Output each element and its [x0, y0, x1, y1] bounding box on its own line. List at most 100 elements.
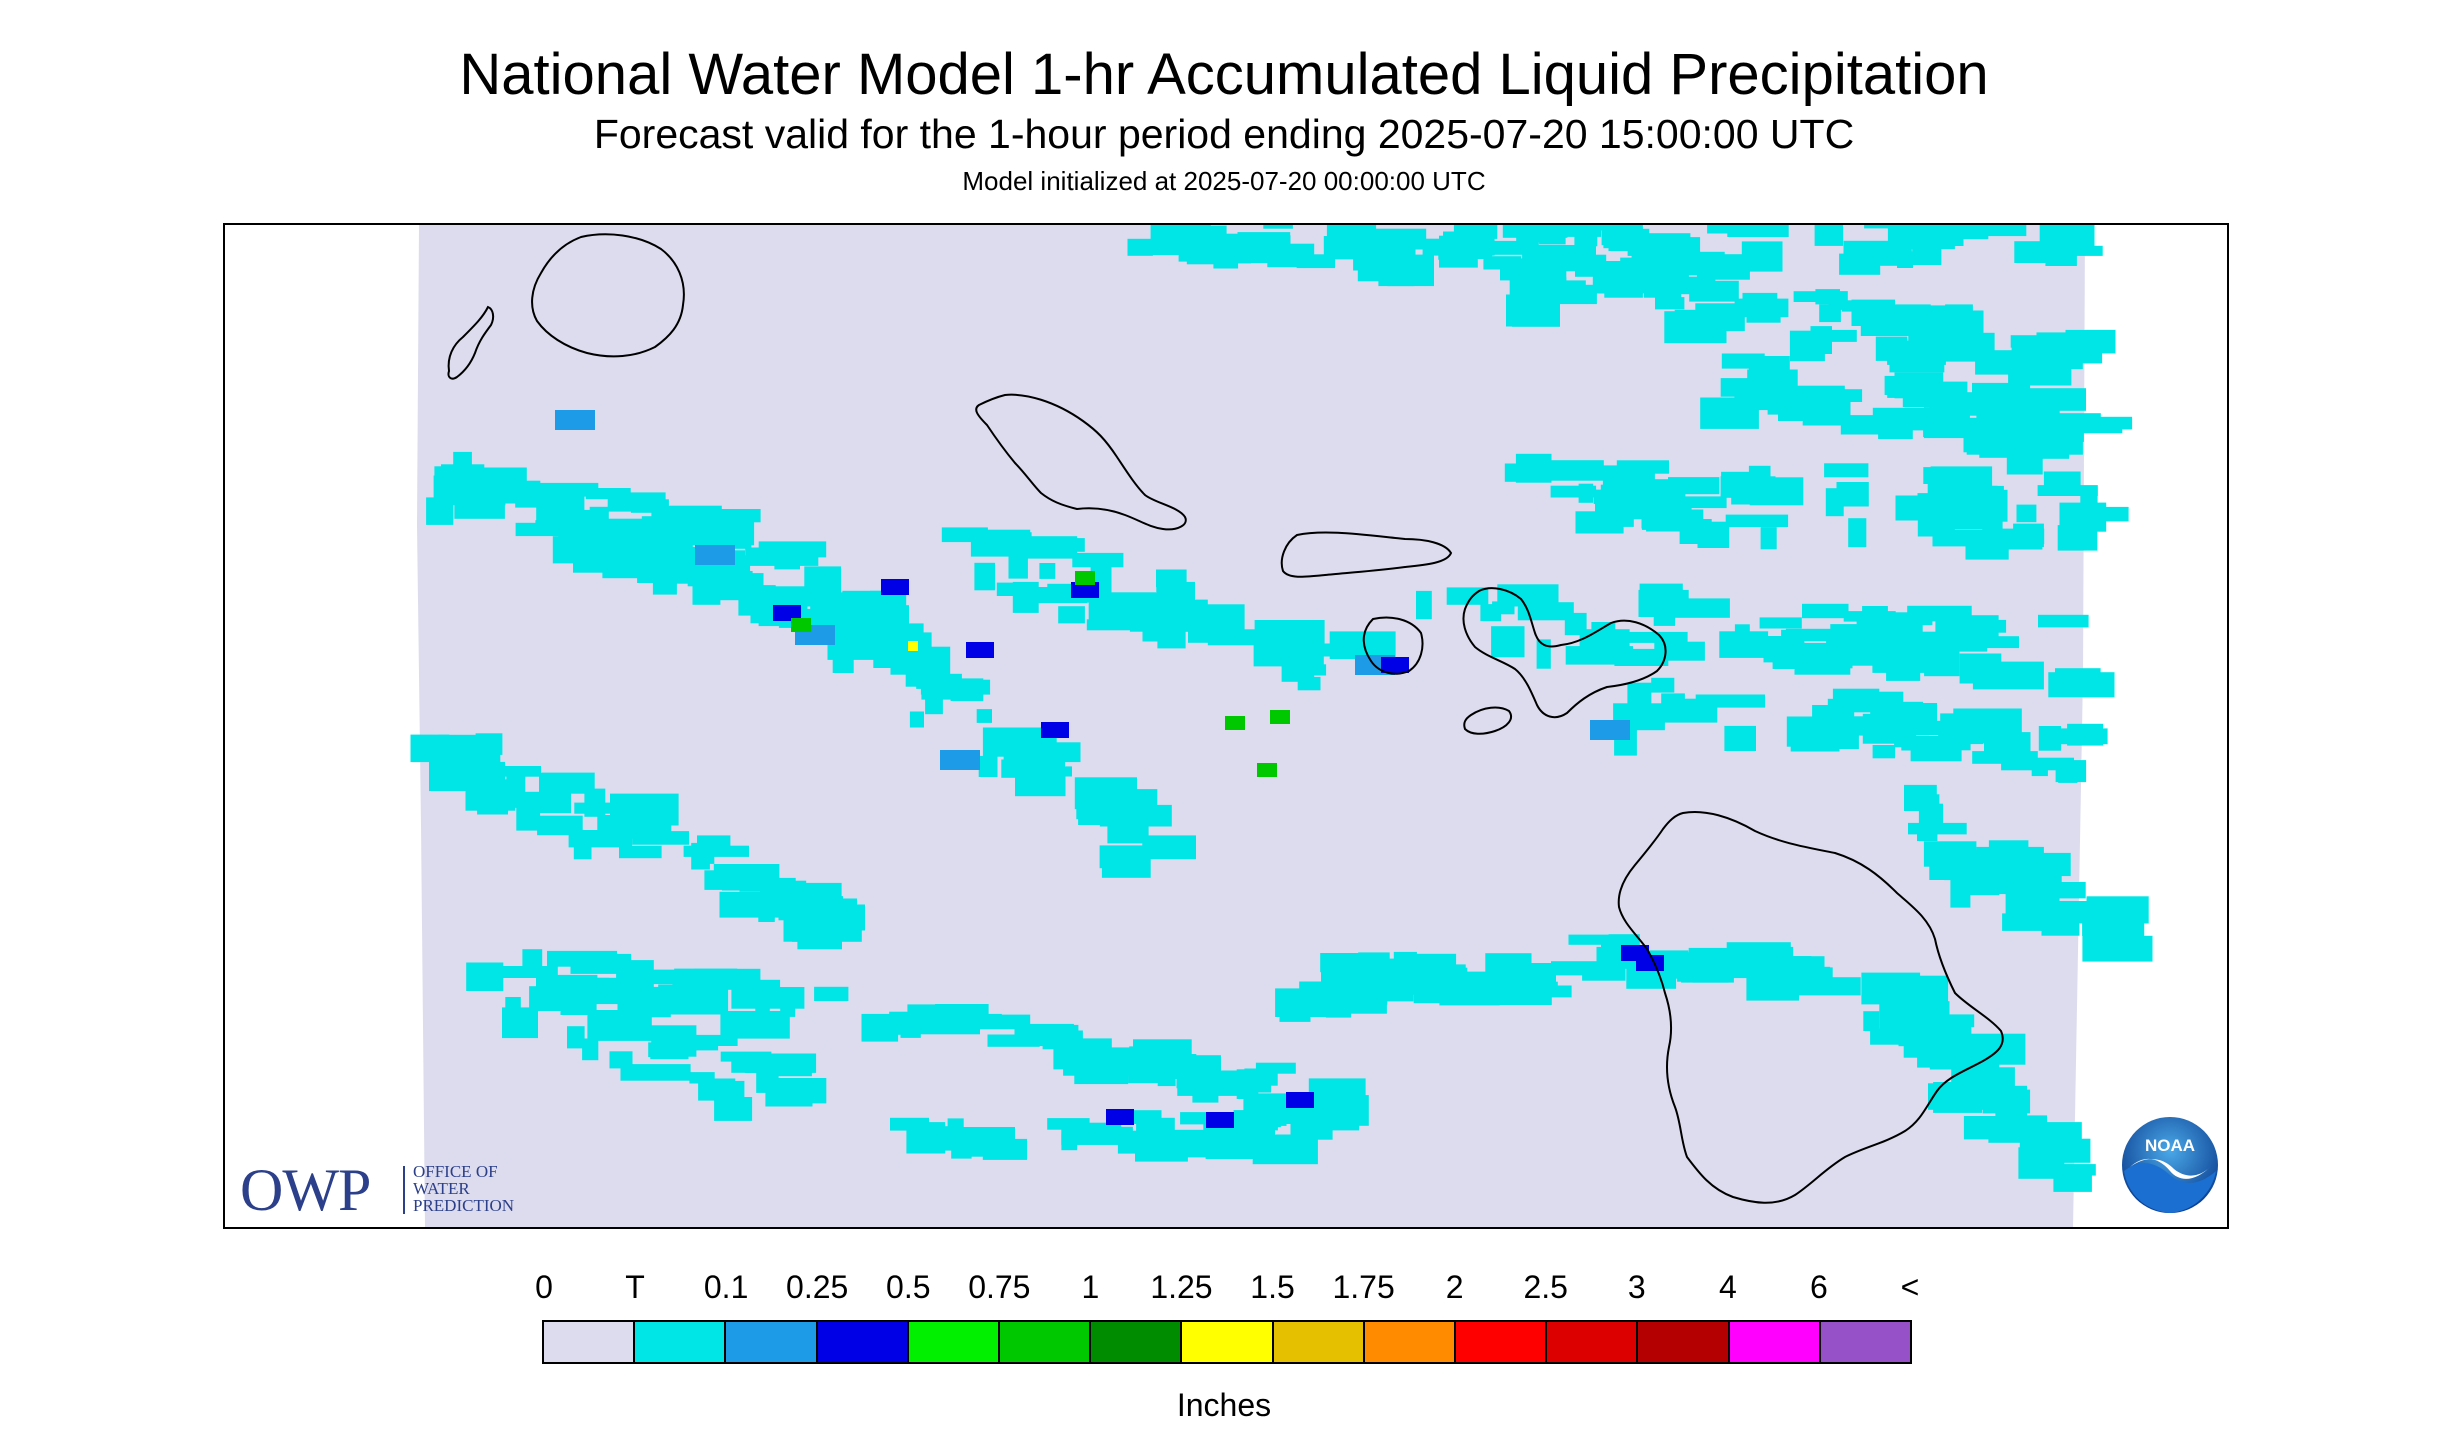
precip-cell-trace: [567, 1026, 585, 1049]
legend-tick-label: 1: [1081, 1269, 1100, 1305]
precip-cell-trace: [1661, 693, 1685, 716]
precip-cell-trace: [522, 949, 543, 967]
precip-cell-trace: [528, 482, 599, 497]
noaa-logo-gull: [2130, 1158, 2210, 1179]
precip-cell-trace: [1904, 418, 1954, 431]
precip-cell-trace: [641, 516, 692, 528]
precip-cell-trace: [760, 1062, 812, 1077]
owp-logo-line-2: WATER: [413, 1179, 470, 1198]
precip-cell-trace: [455, 751, 501, 763]
precip-cell-trace: [632, 831, 690, 845]
precip-cell-trace: [752, 979, 781, 1001]
precip-cell-trace: [987, 1034, 1040, 1047]
precip-cell-light: [555, 410, 595, 430]
precip-cell-trace: [925, 699, 943, 715]
precip-cell-trace: [1963, 1116, 2019, 1140]
precip-cell-trace: [1061, 1126, 1133, 1145]
precip-cell-trace: [1416, 590, 1432, 620]
precip-cell-trace: [1519, 981, 1558, 997]
precip-cell-trace: [1735, 395, 1768, 410]
precip-cell-trace: [1721, 353, 1765, 369]
precip-cell-trace: [1156, 569, 1187, 588]
precip-cell-trace: [1249, 1096, 1287, 1117]
precip-cell-trace: [1845, 635, 1899, 657]
precip-cell-trace: [1845, 691, 1904, 713]
map-canvas: [410, 225, 2153, 1227]
precip-cell-trace: [1485, 956, 1529, 979]
precip-cell-trace: [1543, 259, 1584, 272]
precip-cell-trace: [1814, 225, 1844, 246]
precip-cell-trace: [539, 772, 595, 794]
precip-cell-trace: [547, 950, 618, 967]
legend-swatch: [635, 1322, 727, 1362]
precip-cell-trace: [2080, 487, 2098, 519]
precip-cell-trace: [1788, 956, 1812, 968]
precip-cell-trace: [1917, 510, 1955, 537]
precip-cell-trace: [1759, 617, 1802, 629]
legend-tick-label: 4: [1718, 1269, 1737, 1305]
precip-cell-trace: [1825, 488, 1844, 517]
precip-cell-trace: [1904, 784, 1937, 811]
precip-cell-trace: [1760, 527, 1777, 550]
precip-cell-trace: [1725, 514, 1789, 527]
legend-tick-label: T: [625, 1269, 645, 1305]
precip-cell-trace: [1965, 530, 2009, 560]
precip-cell-trace: [1972, 382, 2031, 406]
precip-cell-trace: [873, 645, 923, 668]
precip-cell-trace: [1651, 677, 1675, 693]
precip-cell-trace: [1502, 225, 1568, 238]
precip-cell-trace: [1826, 636, 1848, 647]
legend-swatch: [817, 1322, 909, 1362]
precip-cell-trace: [827, 633, 879, 660]
precip-cell-trace: [1008, 552, 1028, 579]
precip-cell-trace: [1038, 1024, 1079, 1047]
legend-swatch: [544, 1322, 636, 1362]
precip-cell-trace: [1641, 509, 1704, 530]
legend-units: Inches: [1176, 1387, 1272, 1423]
precipitation-map: [223, 223, 2229, 1229]
precip-cell-trace: [1707, 225, 1744, 234]
precip-cell-trace: [1815, 329, 1857, 342]
precip-cell-trace: [1492, 601, 1515, 615]
precip-cell-trace: [704, 870, 740, 890]
hawaii-big-island-coastline: [1617, 811, 2004, 1204]
precip-cell-trace: [1945, 304, 1973, 328]
precip-cell-moderate: [881, 579, 909, 595]
precip-cell-trace: [1180, 1112, 1209, 1125]
precip-cell-trace: [584, 788, 606, 817]
precip-cell-trace: [1945, 225, 1989, 240]
precip-cell-trace: [978, 755, 998, 777]
precip-cell-trace: [2001, 757, 2074, 771]
precip-cell-trace: [1824, 463, 1869, 478]
precip-cell-trace: [2016, 504, 2037, 523]
precip-cell-trace: [515, 522, 562, 537]
precip-cell-trace: [1953, 708, 2022, 735]
legend-swatch: [1820, 1322, 1911, 1362]
precip-cell-trace: [1918, 809, 1939, 824]
precip-cell-trace: [1565, 646, 1634, 665]
precip-cell-trace: [616, 960, 654, 988]
precip-cell-trace: [924, 679, 979, 698]
precip-cell-trace: [1836, 716, 1909, 736]
precip-cell-trace: [2037, 485, 2098, 496]
precip-cell-trace: [1741, 241, 1783, 272]
precip-cell-trace: [707, 571, 753, 589]
precip-cell-trace: [537, 815, 583, 836]
precip-cell-trace: [1058, 606, 1085, 624]
precip-cell-trace: [890, 1117, 929, 1131]
precip-cell-trace: [1664, 311, 1727, 344]
precip-cell-moderate: [1106, 1109, 1134, 1125]
precip-cell-trace: [1878, 416, 1913, 440]
molokai-coastline: [1280, 531, 1453, 578]
precip-cell-trace: [1321, 961, 1392, 987]
precip-cell-trace: [758, 541, 827, 558]
precip-cell-trace: [1994, 872, 2062, 891]
precip-cell-trace: [1734, 624, 1750, 636]
precip-cell-trace: [1072, 552, 1124, 568]
precip-cell-heavy: [1225, 716, 1245, 730]
precip-cell-trace: [2067, 723, 2104, 746]
precip-cell-trace: [1959, 653, 2002, 684]
precip-cell-trace: [702, 981, 719, 995]
precip-cell-trace: [1848, 518, 1867, 548]
precip-cell-trace: [1901, 736, 1971, 751]
